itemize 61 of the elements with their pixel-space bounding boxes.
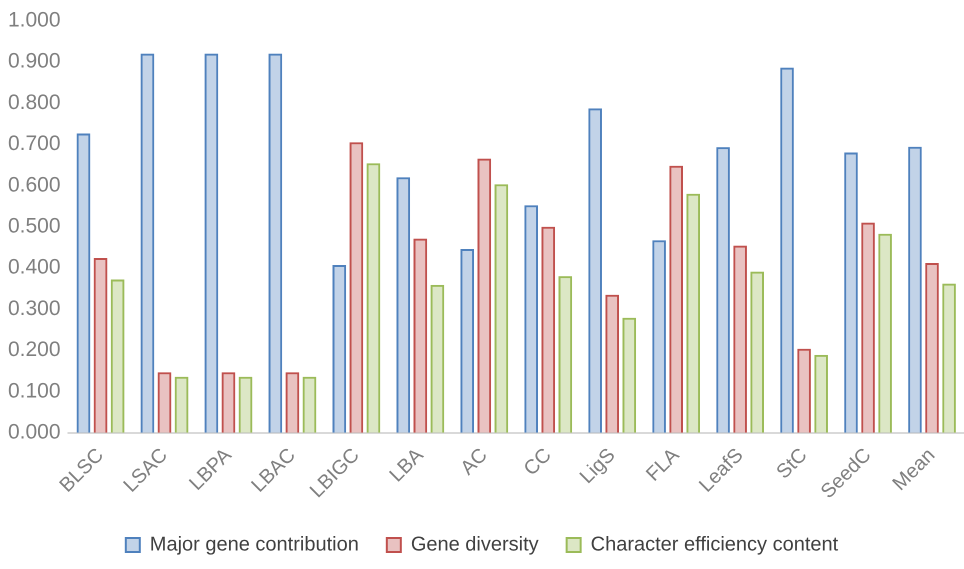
bar — [925, 262, 939, 433]
bar — [110, 279, 124, 433]
bar — [302, 376, 316, 433]
legend-label: Gene diversity — [410, 534, 539, 556]
x-tick-label: AC — [456, 444, 492, 480]
legend-label: Major gene contribution — [150, 534, 359, 556]
y-tick-label: 0.400 — [8, 256, 61, 279]
bar — [908, 146, 922, 433]
bar — [814, 354, 828, 433]
bar — [238, 376, 252, 433]
y-tick-label: 0.800 — [8, 90, 61, 114]
bar — [716, 147, 730, 433]
bar — [844, 152, 858, 433]
bar — [477, 158, 492, 433]
bar — [460, 248, 474, 433]
bar — [268, 54, 282, 433]
bar — [222, 372, 236, 433]
bar — [204, 54, 218, 433]
bar — [861, 222, 875, 433]
bar — [76, 134, 90, 433]
bar — [286, 372, 300, 433]
bar — [750, 272, 764, 433]
bar — [366, 163, 380, 433]
x-tick-label: FLA — [642, 444, 684, 486]
bar — [140, 54, 154, 433]
bar — [942, 284, 956, 433]
y-tick-label: 0.500 — [8, 214, 61, 238]
bar — [605, 294, 620, 433]
bar — [430, 284, 444, 433]
bar — [780, 68, 794, 433]
y-tick-label: 0.300 — [8, 296, 61, 320]
bar — [524, 205, 538, 433]
x-tick-label: LBA — [385, 444, 428, 486]
y-tick-label: 0.600 — [8, 173, 61, 196]
y-tick-label: 0.200 — [8, 338, 61, 362]
y-tick-label: 0.000 — [8, 420, 61, 444]
x-tick-label: StC — [772, 444, 812, 484]
bar — [733, 246, 747, 433]
bar — [396, 177, 410, 433]
bar — [494, 184, 508, 433]
bar — [622, 318, 636, 433]
bar — [558, 276, 572, 433]
y-tick-label: 1.000 — [8, 8, 61, 32]
y-tick-label: 0.100 — [8, 379, 61, 402]
bar — [652, 240, 666, 433]
bar — [158, 372, 172, 433]
bar — [588, 108, 602, 433]
y-tick-label: 0.700 — [8, 132, 61, 156]
bar — [797, 348, 811, 433]
bar — [541, 226, 556, 433]
bar — [878, 234, 892, 433]
legend-label: Character efficiency content — [590, 534, 839, 556]
bar — [686, 194, 700, 433]
bar — [332, 265, 346, 433]
y-tick-label: 0.900 — [8, 50, 61, 73]
bar — [414, 238, 428, 433]
bar — [669, 166, 683, 433]
bar — [350, 142, 364, 433]
bar — [94, 258, 108, 433]
x-tick-label: CC — [520, 444, 556, 480]
bar — [174, 376, 188, 433]
